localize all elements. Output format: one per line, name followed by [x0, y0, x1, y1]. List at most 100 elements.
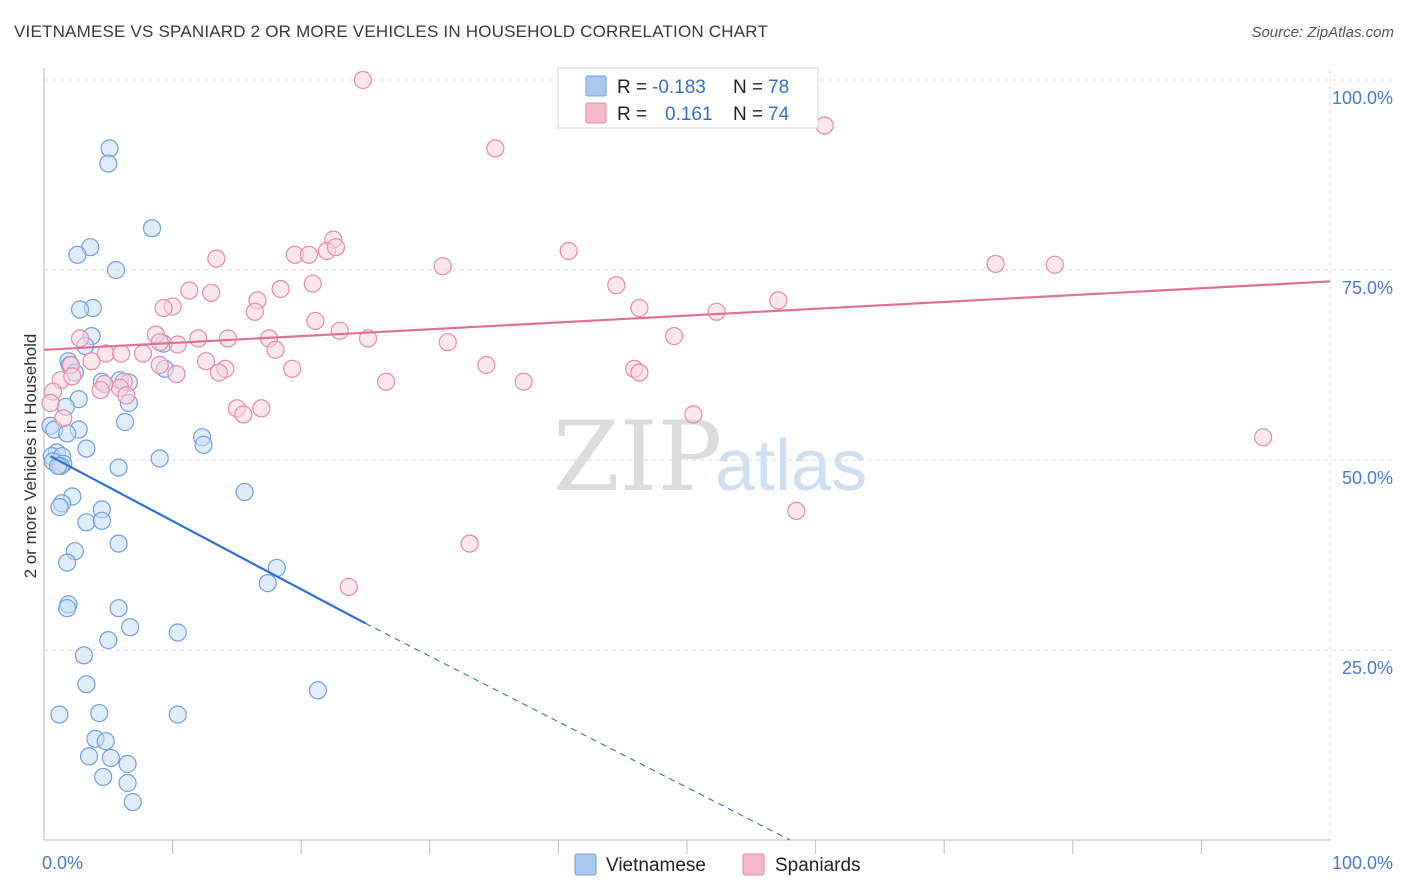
point-vietnamese-58	[308, 681, 328, 700]
point-vietnamese-43	[77, 513, 96, 532]
point-spaniards-6	[207, 249, 226, 268]
point-vietnamese-52	[109, 599, 128, 618]
point-vietnamese-60	[90, 703, 109, 723]
legend-swatch-spaniards	[585, 102, 607, 124]
point-vietnamese-53	[121, 618, 140, 637]
point-vietnamese-44	[92, 511, 111, 530]
trend-line-spaniards	[43, 280, 1331, 351]
point-vietnamese-49	[258, 574, 277, 593]
point-spaniards-36	[266, 340, 285, 359]
series-legend-label-vietnamese: Vietnamese	[606, 855, 706, 876]
point-vietnamese-7	[70, 300, 90, 319]
point-vietnamese-65	[101, 748, 120, 768]
point-spaniards-27	[330, 321, 349, 340]
point-spaniards-14	[607, 276, 626, 295]
point-spaniards-61	[91, 380, 110, 400]
point-vietnamese-55	[99, 631, 118, 650]
point-vietnamese-59	[50, 705, 69, 724]
point-spaniards-66	[234, 405, 253, 424]
point-vietnamese-64	[79, 747, 99, 766]
point-vietnamese-51	[58, 599, 77, 618]
point-vietnamese-36	[109, 458, 128, 477]
point-spaniards-26	[306, 311, 325, 331]
point-spaniards-44	[196, 352, 216, 371]
trend-line-vietnamese	[49, 455, 367, 625]
point-spaniards-54	[63, 367, 82, 386]
legend-n-label-spaniards: N =	[733, 104, 763, 125]
point-vietnamese-4	[68, 245, 87, 264]
legend-r-value-vietnamese: -0.183	[652, 77, 706, 98]
point-vietnamese-69	[123, 792, 142, 812]
series-legend-label-spaniards: Spaniards	[775, 855, 861, 876]
point-spaniards-42	[82, 352, 101, 371]
point-vietnamese-56	[74, 646, 93, 665]
point-vietnamese-28	[77, 439, 96, 458]
point-spaniards-30	[218, 329, 237, 348]
series-legend-swatch-spaniards	[742, 853, 765, 876]
y-tick-label-0: 100.0%	[1332, 88, 1393, 108]
tick-labels: 100.0% 75.0% 50.0% 25.0% 0.0% 100.0%	[42, 88, 1393, 873]
point-spaniards-63	[41, 393, 60, 413]
point-spaniards-5	[559, 241, 578, 261]
point-spaniards-8	[299, 245, 319, 264]
series-legend: Vietnamese Spaniards	[574, 853, 861, 876]
point-vietnamese-47	[58, 553, 77, 572]
point-spaniards-37	[168, 335, 187, 354]
point-spaniards-71	[339, 577, 358, 597]
point-vietnamese-54	[168, 623, 187, 642]
series-legend-swatch-vietnamese	[574, 853, 597, 876]
point-spaniards-34	[150, 333, 169, 352]
point-vietnamese-5	[106, 260, 126, 280]
point-spaniards-20	[769, 291, 788, 310]
legend-swatch-vietnamese	[585, 75, 607, 97]
point-spaniards-31	[189, 329, 208, 348]
point-spaniards-70	[460, 534, 479, 553]
y-tick-label-2: 50.0%	[1342, 468, 1393, 488]
point-vietnamese-0	[100, 139, 119, 158]
point-spaniards-57	[514, 372, 533, 391]
point-spaniards-41	[133, 344, 153, 363]
point-spaniards-68	[1254, 428, 1273, 447]
trend-lines	[43, 280, 1331, 841]
legend-n-label-vietnamese: N =	[733, 77, 763, 98]
point-spaniards-51	[209, 363, 228, 382]
point-vietnamese-27	[194, 435, 213, 454]
legend-r-label-vietnamese: R =	[617, 77, 647, 98]
point-spaniards-2	[486, 139, 505, 158]
point-spaniards-46	[477, 355, 496, 375]
point-vietnamese-38	[235, 482, 254, 502]
point-spaniards-50	[167, 365, 186, 384]
point-vietnamese-61	[168, 705, 187, 724]
watermark: ZIP atlas	[553, 401, 867, 513]
x-tick-label-right: 100.0%	[1332, 853, 1393, 873]
y-tick-label-3: 25.0%	[1342, 658, 1393, 678]
point-spaniards-24	[630, 298, 649, 318]
point-spaniards-22	[154, 298, 173, 318]
point-spaniards-35	[438, 333, 457, 352]
point-spaniards-65	[252, 399, 271, 418]
point-vietnamese-25	[58, 424, 77, 443]
point-spaniards-67	[684, 405, 703, 424]
trend-line-extension-vietnamese	[365, 622, 791, 841]
point-vietnamese-45	[109, 534, 128, 553]
point-vietnamese-57	[77, 675, 96, 694]
point-spaniards-52	[630, 363, 649, 382]
point-spaniards-3	[815, 116, 834, 135]
point-spaniards-45	[150, 355, 169, 375]
source-label: Source: ZipAtlas.com	[1251, 24, 1394, 41]
y-axis-label: 2 or more Vehicles in Household	[21, 334, 40, 579]
legend-r-label-spaniards: R =	[617, 104, 647, 125]
y-tick-label-1: 75.0%	[1342, 278, 1393, 298]
point-vietnamese-2	[142, 219, 162, 238]
point-spaniards-62	[117, 386, 136, 405]
point-vietnamese-41	[50, 498, 69, 517]
point-spaniards-28	[70, 329, 90, 348]
point-spaniards-10	[326, 238, 346, 257]
x-tick-label-left: 0.0%	[42, 853, 83, 873]
point-spaniards-13	[1045, 255, 1064, 274]
point-spaniards-23	[245, 302, 265, 321]
point-vietnamese-67	[94, 767, 113, 787]
point-spaniards-17	[180, 281, 199, 300]
point-spaniards-33	[358, 329, 378, 348]
